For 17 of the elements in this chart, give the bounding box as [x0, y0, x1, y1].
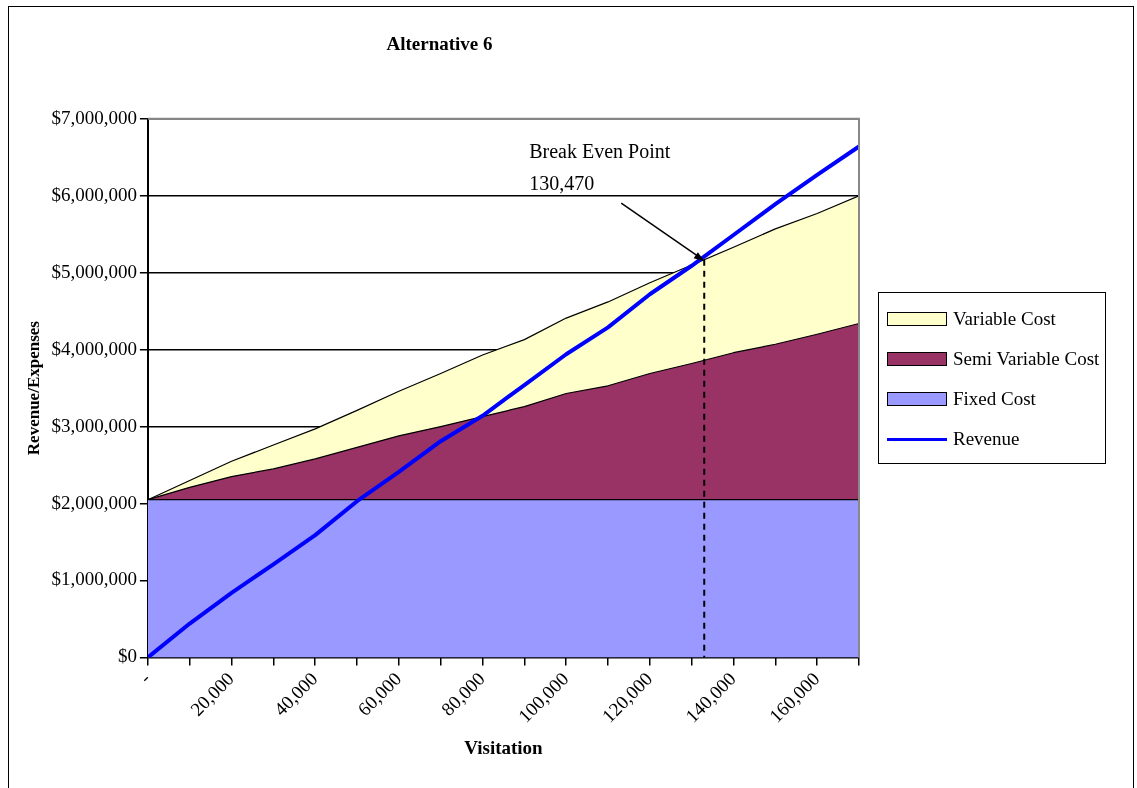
annotation: Break Even Point 130,470	[529, 140, 671, 195]
y-tick-label: $0	[117, 645, 137, 667]
legend-label: Revenue	[953, 428, 1020, 450]
x-axis-title: Visitation	[464, 736, 544, 758]
y-tick-label: $3,000,000	[51, 414, 137, 436]
y-tick-label: $6,000,000	[51, 183, 137, 205]
y-tick-label: $5,000,000	[51, 260, 137, 282]
y-axis-title: Revenue/Expenses	[23, 320, 43, 456]
y-tick-label: $7,000,000	[51, 106, 137, 128]
legend-label: Variable Cost	[953, 308, 1056, 330]
y-tick-label: $1,000,000	[51, 568, 137, 590]
y-tick-label: $2,000,000	[51, 491, 137, 513]
chart-title: Alternative 6	[386, 33, 493, 55]
y-tick-label: $4,000,000	[51, 337, 137, 359]
legend-label: Semi Variable Cost	[953, 348, 1100, 370]
x-tick-label: -	[134, 667, 155, 688]
legend-label: Fixed Cost	[953, 388, 1036, 410]
